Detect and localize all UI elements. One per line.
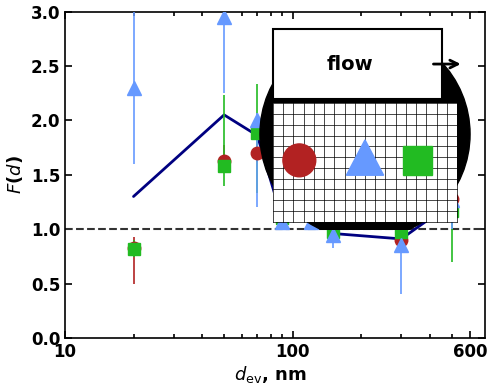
- Polygon shape: [346, 140, 384, 175]
- Bar: [273, 29, 442, 99]
- Bar: [273, 103, 457, 222]
- FancyArrowPatch shape: [434, 60, 458, 68]
- Text: flow: flow: [326, 55, 373, 74]
- Y-axis label: $\it{F}$($\it{d}$): $\it{F}$($\it{d}$): [5, 156, 25, 194]
- Bar: [404, 146, 432, 175]
- Circle shape: [260, 29, 470, 239]
- Circle shape: [283, 144, 316, 177]
- Text: $\it{d}_{\rm{ev}}$, nm: $\it{d}_{\rm{ev}}$, nm: [234, 364, 306, 384]
